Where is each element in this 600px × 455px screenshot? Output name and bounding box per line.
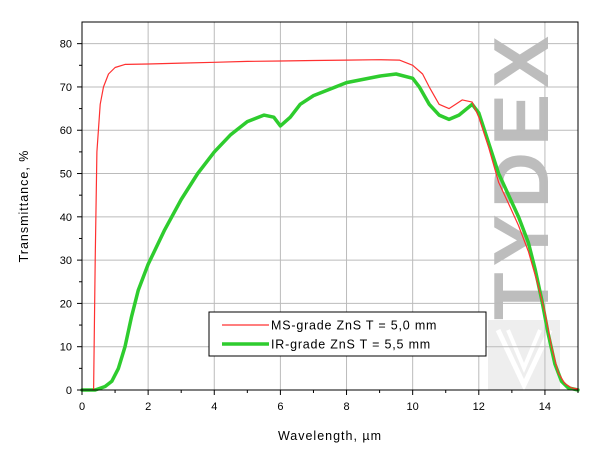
x-tick-label: 8 — [343, 401, 349, 413]
y-tick-label: 80 — [60, 39, 72, 51]
series-line-ms-grade — [93, 59, 579, 391]
plot-frame — [81, 21, 579, 391]
x-tick-label: 2 — [145, 401, 151, 413]
y-tick-label: 50 — [60, 169, 72, 181]
y-tick-label: 10 — [60, 342, 72, 354]
legend: MS-grade ZnS T = 5,0 mm IR-grade ZnS T =… — [208, 311, 487, 357]
x-tick-label: 4 — [211, 401, 217, 413]
legend-label-ms-grade: MS-grade ZnS T = 5,0 mm — [271, 319, 437, 333]
x-tick-label: 6 — [277, 401, 283, 413]
series-line-ir-grade — [80, 72, 580, 392]
y-tick-label: 70 — [60, 82, 72, 94]
y-axis-label: Transmittance, % — [17, 150, 31, 263]
series-layer — [80, 59, 580, 392]
y-tick-label: 60 — [60, 125, 72, 137]
x-tick-label: 0 — [79, 401, 85, 413]
axis-ticks: 0 2 4 6 8 10 12 14 0 10 20 30 40 50 60 70 80 — [60, 39, 579, 413]
y-tick-label: 30 — [60, 255, 72, 267]
x-tick-label: 10 — [407, 401, 419, 413]
y-tick-label: 40 — [60, 212, 72, 224]
x-tick-label: 14 — [539, 401, 551, 413]
tydex-watermark: TYDEX — [477, 30, 565, 391]
y-tick-label: 20 — [60, 298, 72, 310]
legend-box — [208, 311, 487, 357]
legend-label-ir-grade: IR-grade ZnS T = 5,5 mm — [271, 338, 431, 352]
y-tick-label: 0 — [66, 385, 72, 397]
x-axis-label: Wavelength, µm — [278, 429, 382, 443]
watermark-text: TYDEX — [477, 30, 565, 320]
x-tick-label: 12 — [473, 401, 485, 413]
